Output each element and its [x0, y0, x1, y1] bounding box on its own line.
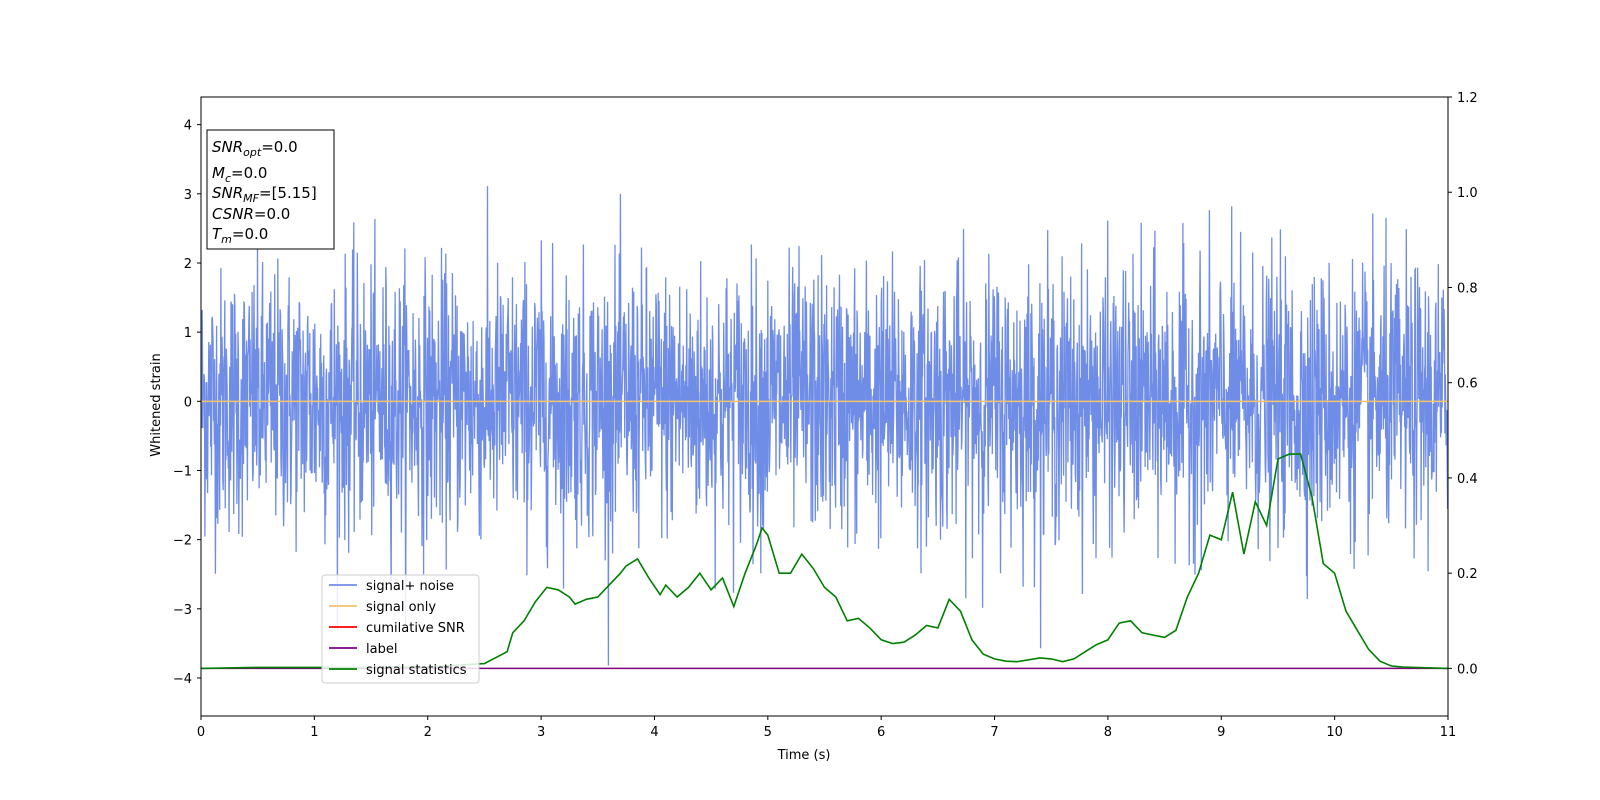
axes: 0 1 2 3 4 5 6 7 8 9 10 11 −4 −3 −2 −1 0 1 2 3 4 0.0 0.2 0.4 0.6 0… — [173, 91, 1478, 740]
x-tick-label: 11 — [1440, 725, 1457, 740]
series-signal-statistics-line — [201, 453, 1448, 670]
annotation-key: M — [212, 164, 225, 182]
annotation-line: Mc=0.0 — [212, 164, 267, 185]
x-tick-label: 2 — [424, 725, 432, 740]
annotation-line: SNRopt=0.0 — [212, 138, 298, 159]
x-tick-label: 0 — [197, 725, 205, 740]
y-tick-label: 2 — [184, 257, 192, 272]
y2-tick-label: 0.8 — [1457, 281, 1478, 296]
y2-tick-label: 0.6 — [1457, 377, 1478, 392]
legend-entry-label: cumilative SNR — [366, 621, 465, 636]
y-tick-label: −1 — [173, 464, 192, 479]
y-tick-label: 1 — [184, 326, 192, 341]
annotation-subscript: c — [225, 172, 231, 185]
y-tick-label: −3 — [173, 603, 192, 618]
y-tick-label: 3 — [184, 188, 192, 203]
annotation-value: =0.0 — [231, 164, 267, 182]
x-tick-label: 7 — [990, 725, 998, 740]
annotation-value: =0.0 — [232, 225, 268, 243]
y-tick-label: −4 — [173, 672, 192, 687]
legend-entry-label: signal only — [366, 600, 436, 615]
y2-tick-label: 1.0 — [1457, 186, 1478, 201]
y-tick-label: 0 — [184, 395, 192, 410]
plot-frame — [200, 96, 1449, 717]
annotation-line: Tm=0.0 — [212, 225, 268, 246]
legend-entry-label: signal statistics — [366, 663, 467, 678]
x-tick-label: 4 — [650, 725, 658, 740]
annotation-value: =[5.15] — [259, 184, 317, 202]
y-tick-label: 4 — [184, 119, 192, 134]
legend: signal+ noise signal only cumilative SNR la… — [321, 574, 480, 684]
x-tick-label: 9 — [1217, 725, 1225, 740]
y2-tick-label: 0.2 — [1457, 567, 1478, 582]
x-tick-label: 3 — [537, 725, 545, 740]
legend-entry-label: label — [366, 642, 397, 657]
annotation-box: SNRopt=0.0Mc=0.0SNRMF=[5.15]CSNR=0.0Tm=0… — [206, 129, 335, 250]
annotation-key: CSNR — [212, 205, 254, 223]
annotation-line: CSNR=0.0 — [212, 205, 290, 223]
x-tick-label: 10 — [1326, 725, 1343, 740]
annotation-key: SNR — [212, 184, 243, 202]
y2-tick-label: 1.2 — [1457, 91, 1478, 106]
x-tick-label: 5 — [764, 725, 772, 740]
y-tick-label: −2 — [173, 534, 192, 549]
annotation-key: T — [212, 225, 223, 243]
annotation-value: =0.0 — [254, 205, 290, 223]
y-axis-label: Whitened strain — [149, 353, 164, 456]
annotation-subscript: MF — [243, 192, 259, 205]
annotation-subscript: m — [221, 233, 232, 246]
annotation-value: =0.0 — [261, 138, 297, 156]
legend-entry-label: signal+ noise — [366, 579, 454, 594]
x-axis-label: Time (s) — [777, 748, 831, 763]
x-tick-label: 8 — [1104, 725, 1112, 740]
annotation-key: SNR — [212, 138, 243, 156]
series-signal-noise-line — [201, 186, 1448, 666]
legend-frame — [321, 574, 480, 684]
annotation-subscript: opt — [243, 146, 262, 159]
annotation-line: SNRMF=[5.15] — [212, 184, 317, 205]
x-tick-label: 6 — [877, 725, 885, 740]
x-tick-label: 1 — [310, 725, 318, 740]
annotation-box-frame — [206, 129, 335, 250]
y2-tick-label: 0.0 — [1457, 662, 1478, 677]
y2-tick-label: 0.4 — [1457, 472, 1478, 487]
